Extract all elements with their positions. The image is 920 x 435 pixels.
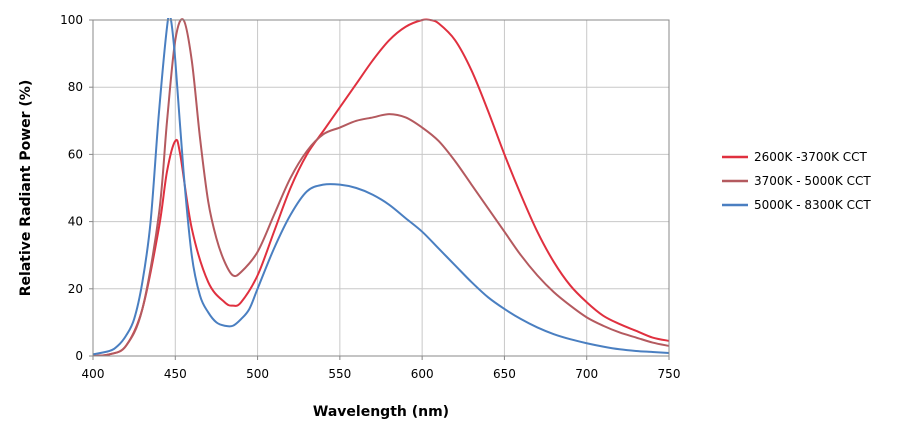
x-axis-ticks: 400 450 500 550 600 650 700 750 (82, 356, 681, 381)
y-tick-label: 60 (68, 147, 83, 161)
legend-label: 2600K -3700K CCT (754, 150, 868, 164)
series-lines (93, 18, 669, 356)
legend-label: 5000K - 8300K CCT (754, 198, 871, 212)
y-axis-ticks: 0 20 40 60 80 100 (60, 13, 93, 363)
x-tick-label: 400 (82, 367, 105, 381)
y-tick-label: 20 (68, 282, 83, 296)
y-tick-label: 0 (75, 349, 83, 363)
x-tick-label: 450 (164, 367, 187, 381)
y-tick-label: 80 (68, 80, 83, 94)
y-axis-title: Relative Radiant Power (%) (18, 80, 34, 296)
legend-item: 5000K - 8300K CCT (722, 198, 871, 212)
legend: 2600K -3700K CCT 3700K - 5000K CCT 5000K -… (722, 150, 871, 212)
x-tick-label: 750 (658, 367, 681, 381)
legend-item: 2600K -3700K CCT (722, 150, 868, 164)
series-line-3 (93, 18, 669, 356)
x-tick-label: 550 (328, 367, 351, 381)
series-line-2 (93, 18, 669, 356)
x-tick-label: 500 (246, 367, 269, 381)
y-tick-label: 100 (60, 13, 83, 27)
plot-area-frame (92, 19, 670, 357)
x-axis-title: Wavelength (nm) (313, 404, 449, 420)
legend-item: 3700K - 5000K CCT (722, 174, 871, 188)
series-line-1 (93, 18, 669, 356)
x-tick-label: 650 (493, 367, 516, 381)
y-tick-label: 40 (68, 215, 83, 229)
legend-label: 3700K - 5000K CCT (754, 174, 871, 188)
grid (92, 19, 670, 357)
x-tick-label: 700 (575, 367, 598, 381)
x-tick-label: 600 (411, 367, 434, 381)
